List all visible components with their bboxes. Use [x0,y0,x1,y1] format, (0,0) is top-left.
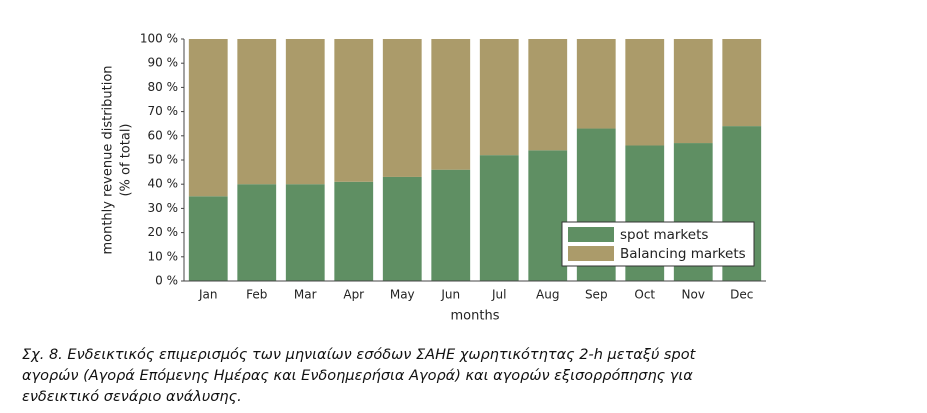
bar-segment [528,39,568,151]
bar-segment [673,39,713,144]
bar-segment [237,39,277,185]
bar-segment [334,39,374,182]
y-axis-label: monthly revenue distribution [101,65,116,254]
x-tick-label: Jan [198,288,218,302]
x-tick-label: Apr [343,288,364,302]
bar-segment [528,150,568,281]
x-tick-label: Mar [294,288,317,302]
bar-segment [285,184,325,281]
y-tick-label: 70 % [148,104,179,118]
bar-segment [285,39,325,185]
bar-segment [431,169,471,281]
x-tick-label: Jun [440,288,460,302]
bar-segment [722,39,762,127]
legend-swatch [568,246,614,261]
legend-label: spot markets [620,227,708,243]
y-tick-label: 60 % [148,128,179,142]
y-tick-label: 40 % [148,177,179,191]
bar-segment [576,39,616,129]
y-axis-label: (% of total) [119,123,134,196]
x-tick-label: Oct [634,288,655,302]
y-tick-label: 100 % [140,32,178,46]
y-tick-label: 90 % [148,56,179,70]
y-tick-label: 30 % [148,201,179,215]
x-tick-label: Feb [246,288,267,302]
y-tick-label: 80 % [148,80,179,94]
caption: Σχ. 8. Ενδεικτικός επιμερισμός των μηνια… [22,347,696,405]
bar-segment [334,181,374,281]
y-tick-label: 20 % [148,225,179,239]
legend-swatch [568,227,614,242]
y-tick-label: 50 % [148,153,179,167]
y-tick-label: 10 % [148,249,179,263]
bar-segment [479,155,519,281]
legend-label: Balancing markets [620,246,746,262]
x-tick-label: Dec [730,288,753,302]
bar-segment [188,196,228,281]
x-tick-label: Nov [682,288,705,302]
chart: monthly revenue distribution (% of total… [101,32,766,324]
bar-segment [382,39,422,177]
x-axis-label: months [451,309,500,324]
x-tick-label: Sep [585,288,608,302]
bar-segment [625,39,665,146]
x-tick-label: Jul [491,288,506,302]
x-tick-label: Aug [536,288,559,302]
bar-segment [382,176,422,281]
bar-segment [479,39,519,156]
bar-segment [237,184,277,281]
y-tick-label: 0 % [155,274,178,288]
x-tick-label: May [390,288,415,302]
bar-segment [431,39,471,170]
bar-segment [188,39,228,197]
